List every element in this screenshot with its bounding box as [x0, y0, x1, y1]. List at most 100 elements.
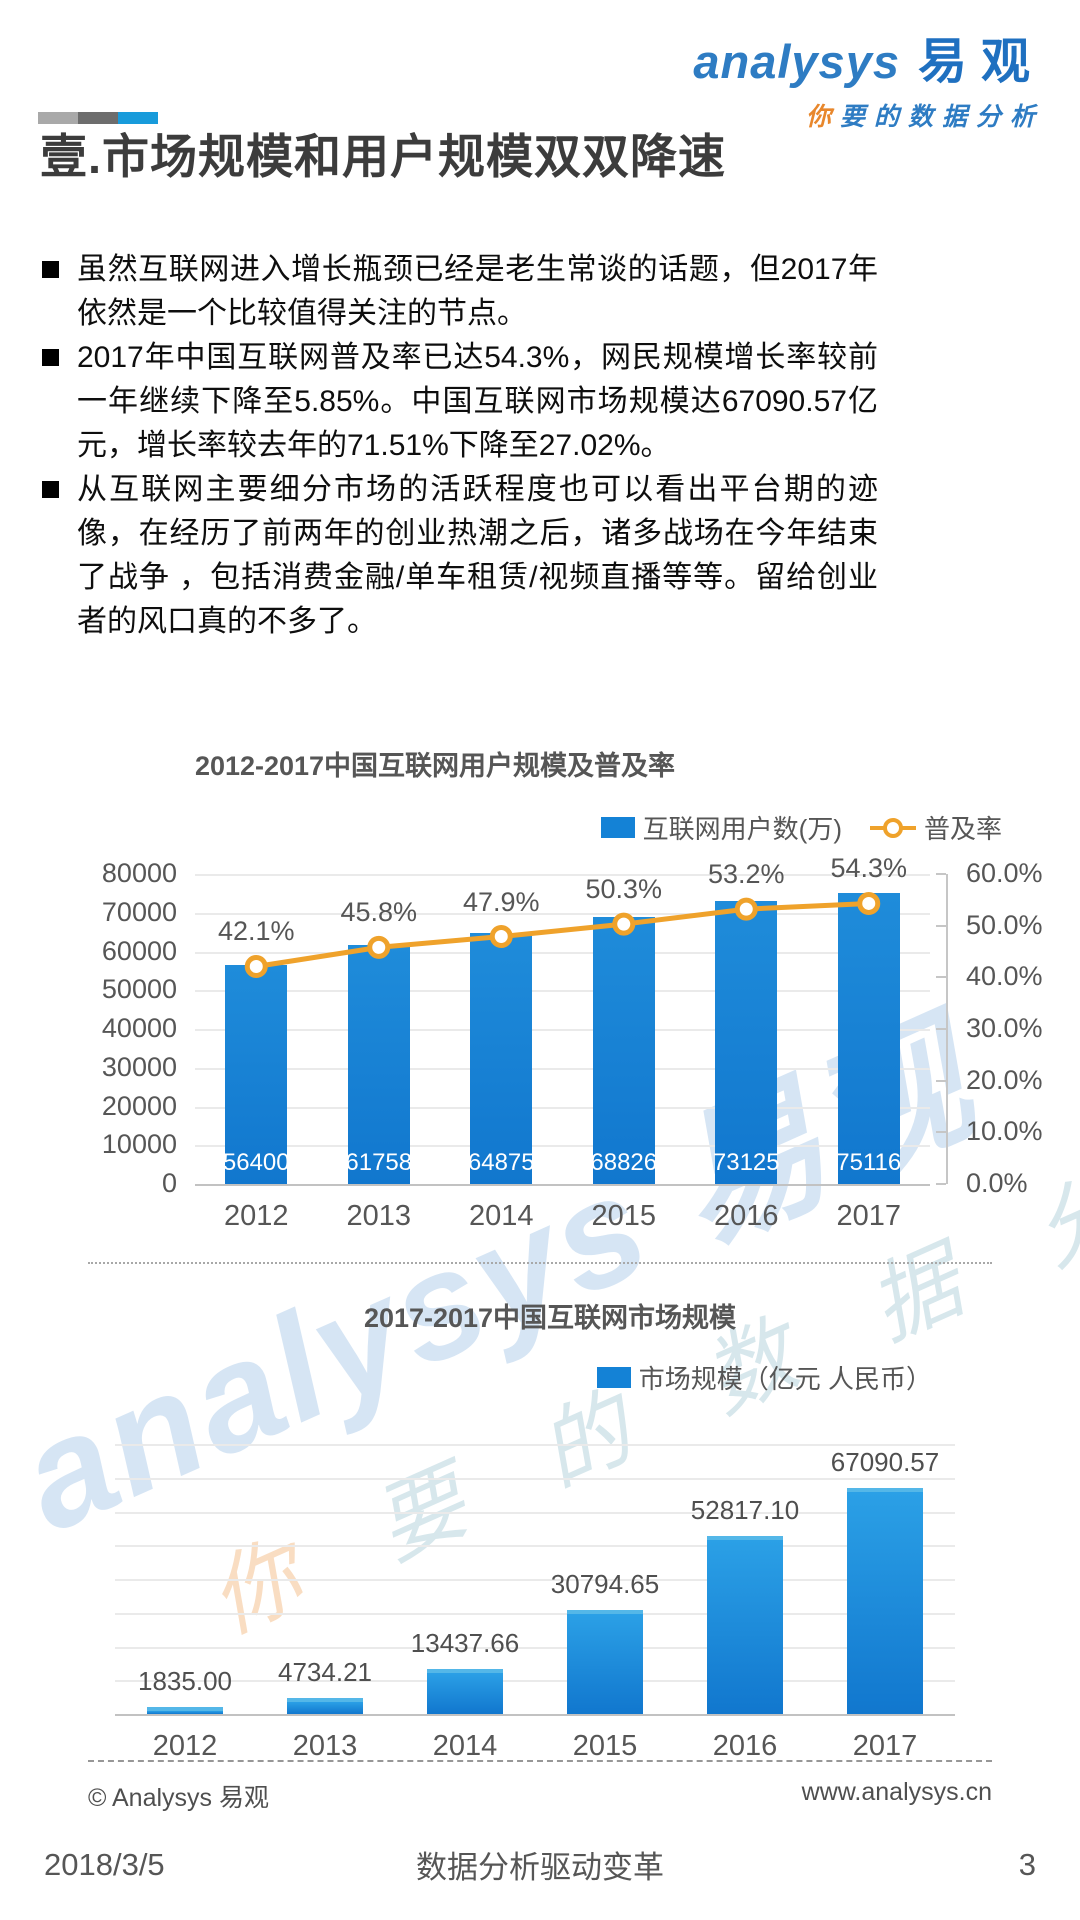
line-point-2012 [244, 954, 268, 978]
source-row: © Analysys 易观 www.analysys.cn [88, 1778, 992, 1814]
y-axis-tick-label: 60000 [101, 935, 177, 966]
bullet-item: 从互联网主要细分市场的活跃程度也可以看出平台期的迹像，在经历了前两年的创业热潮之… [40, 468, 878, 644]
gridline [195, 1145, 930, 1148]
bar-value-label: 61758 [345, 1149, 413, 1176]
penetration-point-label: 45.8% [340, 897, 418, 928]
analysys-logo: analysys 易观 你要的数据分析 [693, 22, 1044, 133]
right-axis-tick-label: 10.0% [966, 1116, 1043, 1147]
bar-value-label: 30794.65 [550, 1569, 660, 1600]
bar-2017 [847, 1487, 923, 1714]
bar-2015 [567, 1610, 643, 1714]
y-axis-tick-label: 20000 [101, 1090, 177, 1121]
line-point-2015 [612, 912, 636, 936]
right-axis-tick-label: 40.0% [966, 961, 1043, 992]
bar-value-label: 68826 [590, 1149, 658, 1176]
bullet-text: 从互联网主要细分市场的活跃程度也可以看出平台期的迹像，在经历了前两年的创业热潮之… [77, 473, 878, 638]
gridline [115, 1646, 955, 1649]
line-point-2016 [734, 897, 758, 921]
bar-value-label: 4734.21 [278, 1657, 372, 1688]
line-point-2014 [489, 925, 513, 949]
gridline [115, 1680, 955, 1683]
x-label-2012: 2012 [223, 1200, 289, 1232]
bar-2012: 56400 [223, 965, 290, 1184]
gridline [195, 874, 930, 876]
page-number: 3 [1018, 1846, 1036, 1882]
line-point-2013 [367, 935, 391, 959]
bar-value-label: 52817.10 [690, 1494, 800, 1525]
legend-item-penetration: 普及率 [869, 809, 1002, 846]
gridline [115, 1579, 955, 1581]
bar-value-label: 67090.57 [830, 1446, 940, 1477]
chart2-plot: 1835.00 4734.21 13437.66 30794.65 52817.10 67… [115, 1444, 955, 1716]
y-axis-tick-label: 30000 [101, 1051, 177, 1082]
bar-2013 [287, 1698, 363, 1714]
x-label-2017: 2017 [852, 1730, 918, 1762]
x-label-2012: 2012 [152, 1730, 218, 1762]
gridline [115, 1444, 955, 1446]
right-axis-tick [936, 1183, 946, 1185]
bar-2014 [427, 1668, 503, 1714]
gridline [195, 1029, 930, 1031]
y-axis-tick-label: 40000 [101, 1013, 177, 1043]
bar-2016: 73125 [713, 900, 780, 1184]
bar-value-label: 75116 [836, 1149, 902, 1176]
logo-brand-cn: 易观 [917, 35, 1044, 89]
right-axis-tick [936, 976, 946, 979]
title-accent-bar [38, 112, 158, 124]
line-point-2017 [857, 891, 881, 915]
chart1-plot: 80000 70000 60000 50000 40000 30000 20000 10000… [102, 853, 1043, 1198]
right-axis-tick [936, 1131, 946, 1134]
right-axis-tick [936, 1028, 946, 1030]
logo-brand-en: analysys [693, 35, 900, 88]
gridline [115, 1511, 955, 1514]
penetration-line [244, 891, 881, 978]
bullet-item: 虽然互联网进入增长瓶颈已经是老生常谈的话题，但2017年依然是一个比较值得关注的… [40, 248, 878, 336]
bullet-text: 虽然互联网进入增长瓶颈已经是老生常谈的话题，但2017年依然是一个比较值得关注的… [77, 253, 878, 330]
chart2-title: 2017-2017中国互联网市场规模 [363, 1303, 737, 1333]
right-axis-tick-label: 20.0% [966, 1064, 1043, 1095]
gridline [195, 1184, 930, 1186]
website-link[interactable]: www.analysys.cn [801, 1778, 992, 1806]
bar-2017: 75116 [836, 892, 902, 1184]
gridline [115, 1714, 955, 1716]
accent-segment-blue [118, 112, 158, 124]
accent-segment-gray-dark [78, 112, 118, 124]
y-axis-tick-label: 50000 [101, 974, 177, 1005]
copyright-text: © Analysys 易观 [88, 1784, 269, 1812]
bullet-square-icon [42, 481, 59, 498]
y-axis-tick-label: 0 [161, 1168, 177, 1198]
legend-market-label: 市场规模（亿元 人民币） [638, 1364, 932, 1394]
x-label-2013: 2013 [346, 1200, 411, 1232]
bar-2015: 68826 [590, 917, 658, 1184]
gridline [115, 1477, 955, 1480]
bar-2012 [147, 1707, 223, 1714]
chart2-x-labels: 2012 2013 2014 2015 2016 2017 [115, 1730, 955, 1763]
x-label-2015: 2015 [572, 1730, 638, 1762]
footer-divider [88, 1760, 992, 1762]
bar-value-label: 1835.00 [138, 1666, 232, 1696]
bullet-list: 虽然互联网进入增长瓶颈已经是老生常谈的话题，但2017年依然是一个比较值得关注的… [40, 248, 878, 644]
legend-penetration-label: 普及率 [923, 814, 1002, 844]
y-axis-tick-label: 70000 [101, 896, 177, 927]
legend-item-users: 互联网用户数(万) [600, 809, 842, 846]
footer-date: 2018/3/5 [44, 1846, 165, 1882]
accent-segment-gray-light [38, 112, 78, 124]
section-divider [88, 1262, 992, 1264]
right-axis-tick-label: 60.0% [966, 858, 1043, 888]
right-axis-tick-label: 0.0% [966, 1168, 1028, 1198]
gridline [115, 1612, 955, 1615]
page-title: 壹.市场规模和用户规模双双降速 [40, 130, 727, 183]
gridline [195, 1106, 930, 1109]
bar-2014: 64875 [468, 932, 535, 1184]
right-axis-tick [936, 1079, 946, 1082]
chart1-x-labels: 2012 2013 2014 2015 2016 2017 [195, 1200, 930, 1233]
penetration-point-label: 42.1% [217, 916, 295, 947]
chart-market-size: 2017-2017中国互联网市场规模 市场规模（亿元 人民币） 1835.00 4… [80, 1296, 1020, 1763]
x-label-2013: 2013 [292, 1730, 358, 1762]
y-axis-tick-label: 10000 [101, 1129, 177, 1160]
legend-users-label: 互联网用户数(万) [642, 814, 842, 844]
right-axis-line [946, 874, 948, 1184]
chart-users-penetration: 2012-2017中国互联网用户规模及普及率 互联网用户数(万) 普及率 800… [80, 744, 1043, 1233]
bullet-text: 2017年中国互联网普及率已达54.3%，网民规模增长率较前一年继续下降至5.8… [77, 341, 878, 462]
